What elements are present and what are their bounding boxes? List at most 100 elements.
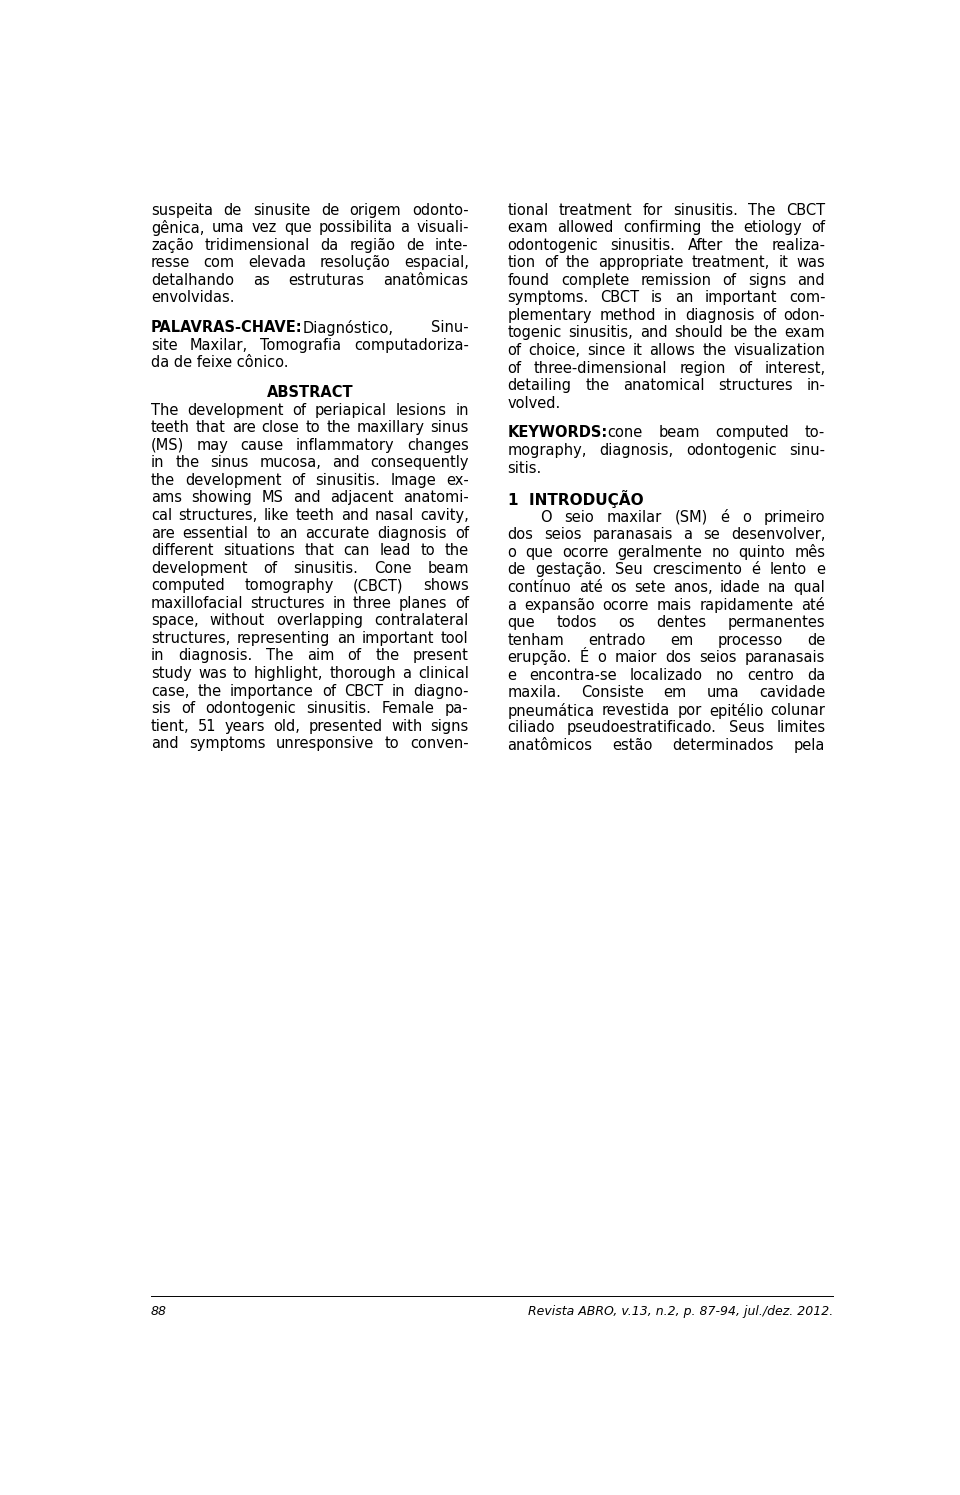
Text: region: region xyxy=(680,360,726,375)
Text: allows: allows xyxy=(650,342,695,357)
Text: of: of xyxy=(181,701,195,716)
Text: o: o xyxy=(742,510,751,525)
Text: Tomografia: Tomografia xyxy=(260,338,342,353)
Text: diagnosis.: diagnosis. xyxy=(178,649,252,664)
Text: important: important xyxy=(362,631,435,646)
Text: sinusitis.: sinusitis. xyxy=(611,238,675,253)
Text: a: a xyxy=(684,528,692,543)
Text: dentes: dentes xyxy=(657,614,707,629)
Text: de: de xyxy=(508,562,526,577)
Text: todos: todos xyxy=(557,614,597,629)
Text: The: The xyxy=(151,402,179,417)
Text: aim: aim xyxy=(307,649,334,664)
Text: o: o xyxy=(597,650,606,665)
Text: origem: origem xyxy=(349,202,401,217)
Text: to: to xyxy=(385,736,399,750)
Text: suspeita: suspeita xyxy=(151,202,213,217)
Text: possibilita: possibilita xyxy=(319,220,393,235)
Text: The: The xyxy=(749,202,776,217)
Text: interest,: interest, xyxy=(764,360,826,375)
Text: tenham: tenham xyxy=(508,632,564,647)
Text: sinusitis.: sinusitis. xyxy=(306,701,372,716)
Text: Diagnóstico,: Diagnóstico, xyxy=(302,320,394,336)
Text: tional: tional xyxy=(508,202,549,217)
Text: since: since xyxy=(588,342,626,357)
Text: ocorre: ocorre xyxy=(603,598,649,613)
Text: detailing: detailing xyxy=(508,378,571,393)
Text: of: of xyxy=(543,256,558,271)
Text: of: of xyxy=(348,649,362,664)
Text: a: a xyxy=(402,665,412,682)
Text: odontogenic: odontogenic xyxy=(205,701,297,716)
Text: ABSTRACT: ABSTRACT xyxy=(267,386,353,401)
Text: paranasais: paranasais xyxy=(592,528,673,543)
Text: space,: space, xyxy=(151,613,199,628)
Text: of: of xyxy=(455,595,468,611)
Text: an: an xyxy=(279,526,298,541)
Text: odon-: odon- xyxy=(783,308,826,323)
Text: maxila.: maxila. xyxy=(508,685,562,700)
Text: região: região xyxy=(349,238,396,253)
Text: rapidamente: rapidamente xyxy=(700,598,794,613)
Text: inflammatory: inflammatory xyxy=(296,438,395,453)
Text: a: a xyxy=(508,598,516,613)
Text: was: was xyxy=(797,256,826,271)
Text: symptoms: symptoms xyxy=(189,736,266,750)
Text: changes: changes xyxy=(407,438,468,453)
Text: sinusitis.: sinusitis. xyxy=(673,202,738,217)
Text: three-dimensional: three-dimensional xyxy=(534,360,667,375)
Text: teeth: teeth xyxy=(296,508,334,523)
Text: que: que xyxy=(525,544,553,559)
Text: computadoriza-: computadoriza- xyxy=(354,338,468,353)
Text: pela: pela xyxy=(794,739,826,753)
Text: the: the xyxy=(198,683,222,698)
Text: unresponsive: unresponsive xyxy=(276,736,374,750)
Text: ams: ams xyxy=(151,490,182,505)
Text: anatomi-: anatomi- xyxy=(403,490,468,505)
Text: of: of xyxy=(322,683,336,698)
Text: complete: complete xyxy=(561,272,629,287)
Text: of: of xyxy=(292,472,305,487)
Text: be: be xyxy=(730,326,748,341)
Text: desenvolver,: desenvolver, xyxy=(731,528,826,543)
Text: encontra-se: encontra-se xyxy=(530,668,617,683)
Text: anos,: anos, xyxy=(673,580,712,595)
Text: and: and xyxy=(151,736,179,750)
Text: (SM): (SM) xyxy=(675,510,708,525)
Text: com-: com- xyxy=(789,290,826,305)
Text: até: até xyxy=(579,580,602,595)
Text: in: in xyxy=(663,308,677,323)
Text: de: de xyxy=(224,202,242,217)
Text: for: for xyxy=(643,202,663,217)
Text: pneumática: pneumática xyxy=(508,703,594,719)
Text: signs: signs xyxy=(748,272,786,287)
Text: o: o xyxy=(508,544,516,559)
Text: e: e xyxy=(816,562,826,577)
Text: sinus: sinus xyxy=(210,456,249,471)
Text: that: that xyxy=(304,543,334,558)
Text: detalhando: detalhando xyxy=(151,272,234,287)
Text: situations: situations xyxy=(223,543,295,558)
Text: it: it xyxy=(779,256,788,271)
Text: mais: mais xyxy=(657,598,692,613)
Text: expansão: expansão xyxy=(524,598,595,613)
Text: é: é xyxy=(752,562,760,577)
Text: it: it xyxy=(633,342,642,357)
Text: dos: dos xyxy=(508,528,534,543)
Text: vez: vez xyxy=(252,220,276,235)
Text: without: without xyxy=(210,613,265,628)
Text: se: se xyxy=(704,528,720,543)
Text: Seus: Seus xyxy=(729,721,764,736)
Text: of: of xyxy=(723,272,736,287)
Text: are: are xyxy=(151,526,175,541)
Text: close: close xyxy=(262,420,300,435)
Text: of: of xyxy=(811,220,826,235)
Text: tient,: tient, xyxy=(151,719,190,734)
Text: appropriate: appropriate xyxy=(598,256,684,271)
Text: realiza-: realiza- xyxy=(771,238,826,253)
Text: the: the xyxy=(375,649,399,664)
Text: diagnosis: diagnosis xyxy=(377,526,446,541)
Text: mucosa,: mucosa, xyxy=(259,456,322,471)
Text: of: of xyxy=(455,526,468,541)
Text: maxillofacial: maxillofacial xyxy=(151,595,244,611)
